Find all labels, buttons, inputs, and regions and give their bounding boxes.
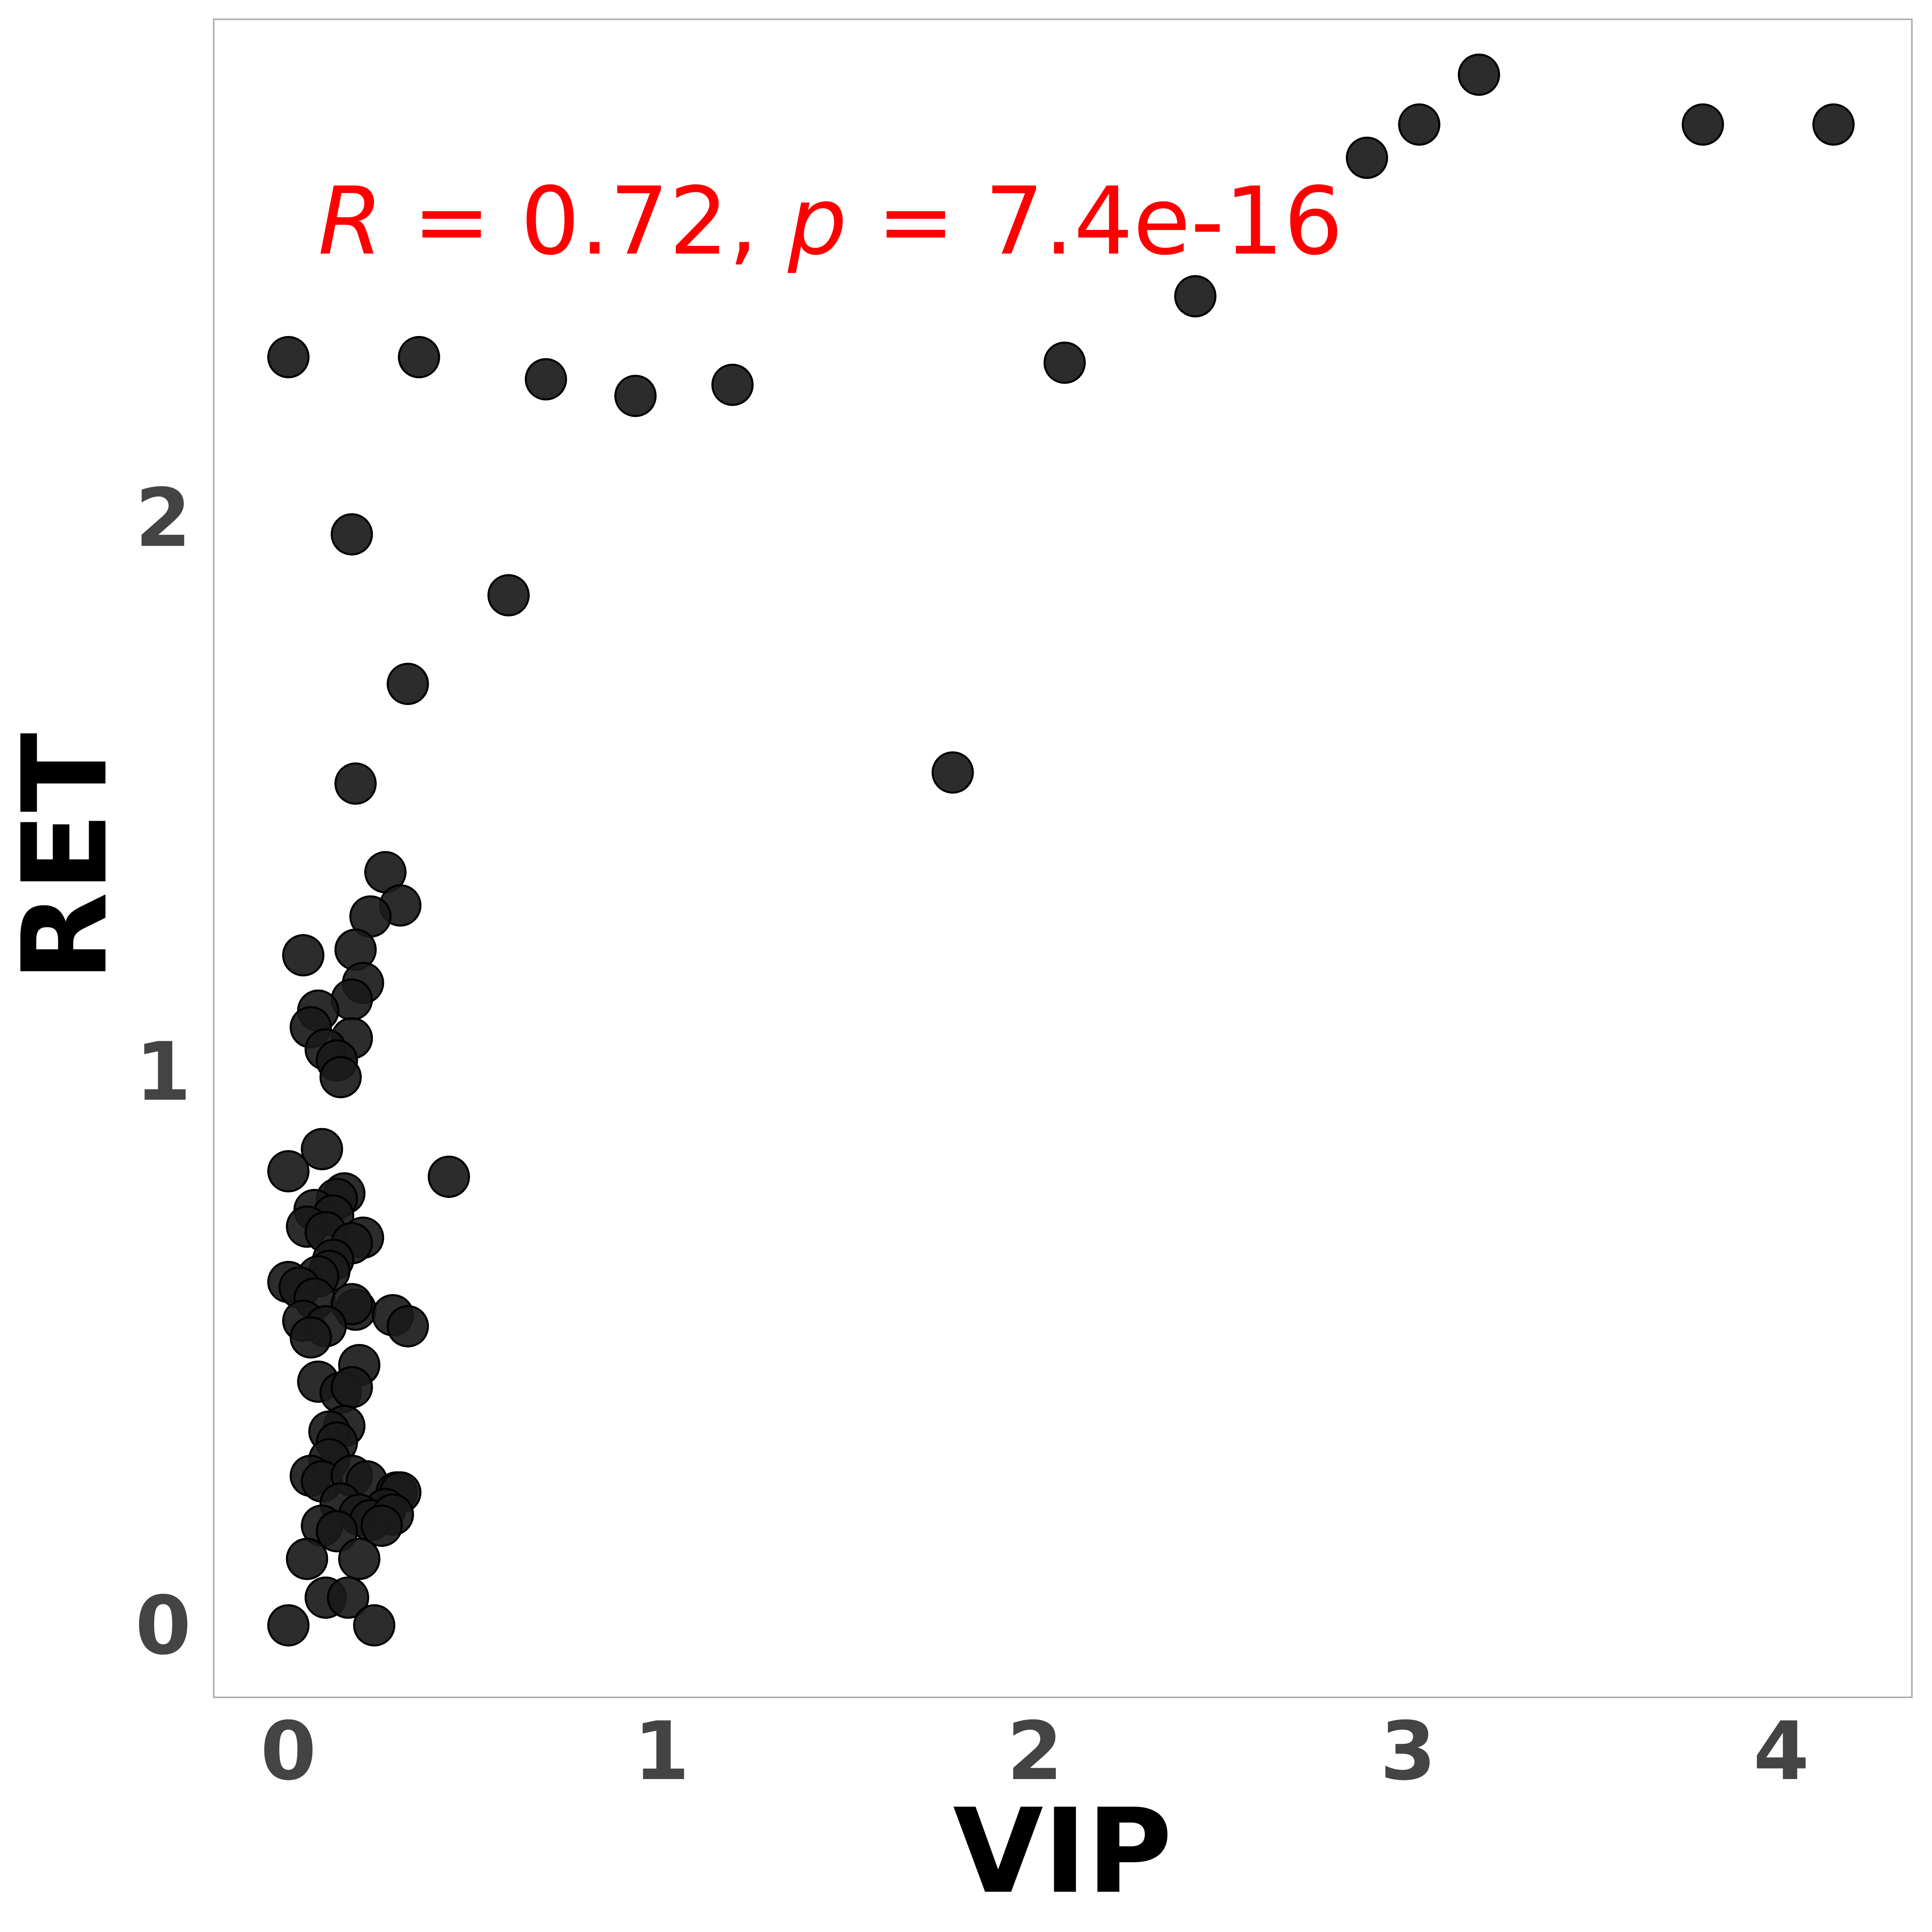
x-axis-title: VIP — [953, 1784, 1172, 1920]
x-tick-label: 4 — [1753, 1705, 1809, 1798]
data-point — [286, 1538, 328, 1580]
data-point — [1398, 103, 1441, 146]
data-point — [931, 751, 974, 794]
data-point — [289, 1316, 332, 1359]
x-tick-label: 0 — [260, 1705, 316, 1798]
data-point — [524, 358, 567, 400]
y-tick-label: 1 — [135, 1025, 191, 1119]
data-point — [301, 1128, 343, 1170]
data-point — [334, 762, 377, 805]
data-point — [1457, 54, 1500, 96]
x-tick-labels: 0 1 2 3 4 — [260, 1705, 1809, 1798]
data-point — [1174, 275, 1217, 318]
data-point — [386, 663, 429, 705]
data-point — [316, 1510, 358, 1552]
data-point — [267, 336, 310, 378]
data-point — [267, 1150, 310, 1193]
plot-frame — [213, 19, 1913, 1698]
data-point — [711, 363, 754, 406]
r-value: = 0.72, — [383, 167, 788, 276]
data-point — [398, 336, 440, 378]
x-tick-label: 2 — [1007, 1705, 1063, 1798]
data-point — [330, 1366, 373, 1408]
y-axis-title: RET — [0, 732, 133, 982]
data-point — [267, 1604, 310, 1647]
data-point — [330, 513, 373, 556]
y-tick-labels: 0 1 2 — [135, 471, 191, 1673]
annotation-text: R = 0.72, p = 7.4e-16 — [318, 167, 1343, 276]
p-value: = 7.4e-16 — [847, 167, 1343, 276]
data-point — [386, 1305, 429, 1348]
data-point — [427, 1156, 470, 1198]
p-symbol: p — [787, 167, 847, 276]
data-point — [338, 1538, 381, 1580]
data-point — [487, 574, 530, 617]
data-point — [1812, 103, 1855, 146]
y-tick-label: 0 — [135, 1579, 191, 1673]
data-point — [1682, 103, 1724, 146]
y-tick-label: 2 — [135, 471, 191, 565]
data-point — [1346, 136, 1388, 179]
data-point — [282, 934, 324, 976]
points-layer — [267, 54, 1855, 1647]
data-point — [1043, 341, 1086, 384]
data-point — [614, 375, 657, 417]
data-point — [319, 1056, 362, 1098]
x-tick-label: 1 — [634, 1705, 689, 1798]
data-point — [327, 1576, 369, 1619]
r-symbol: R — [318, 167, 383, 276]
x-tick-label: 3 — [1380, 1705, 1436, 1798]
data-point — [353, 1604, 396, 1647]
data-point — [360, 1505, 403, 1547]
